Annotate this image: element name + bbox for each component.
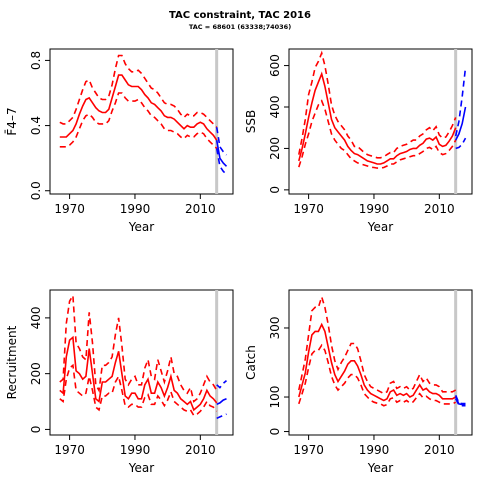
panel-4-x-axis-label: Year [367,461,393,475]
panel-2-x-tick-label: 1990 [359,202,390,216]
panel-3-projection-upper-line [216,379,228,389]
panel-2-y-tick-label: 200 [268,137,282,160]
panel-4-y-tick-label: 300 [268,317,282,340]
panel-1-historical-median-line [59,74,218,141]
panel-2-historical-lower-line [298,99,457,169]
panel-3-x-tick-label: 1990 [120,443,151,457]
panel-4-historical-median-line [298,322,457,402]
panel-4-y-tick-label: 0 [268,428,282,436]
panel-3-x-axis-label: Year [128,461,154,475]
panel-4-frame [288,289,473,436]
panel-3-frame [49,289,234,436]
panel-2-y-tick-label: 400 [268,96,282,119]
panel-3-x-tick-label: 1970 [54,443,85,457]
panel-1-historical-lower-line [59,92,218,149]
panel-1-y-tick-label: 0.4 [29,116,43,135]
panel-3-historical-lower-line [59,363,218,417]
panel-1-x-tick-label: 1990 [120,202,151,216]
panel-4-historical-upper-line [298,294,457,395]
panel-3-historical-median-line [59,335,218,412]
panel-4-x-tick-label: 1990 [359,443,390,457]
panel-2-y-tick-label: 600 [268,54,282,77]
panel-4-y-axis-label: Catch [244,345,258,380]
panel-2-historical-median-line [298,71,457,165]
panel-2-x-axis-label: Year [367,220,393,234]
panel-1-projection-lower-line [215,148,228,175]
panel-4-y-tick-label: 100 [268,386,282,409]
panel-3-y-tick-label: 200 [29,362,43,385]
panel-2-frame [288,48,473,195]
panel-1-projection-upper-line [215,127,228,156]
figure-subtitle: TAC = 68601 (63338;74036) [188,23,292,31]
panel-3-y-axis-label: Recruitment [5,325,19,399]
panel-1-frame [49,48,234,195]
panel-4-projection-median-line [454,396,466,406]
panel-1-y-axis-label: F̄4–7 [5,107,19,135]
panel-2-projection-upper-line [454,67,467,137]
panel-2-x-tick-label: 1970 [293,202,324,216]
panel-3-historical-upper-line [59,292,218,403]
panel-2-projection-median-line [454,106,467,141]
panel-2-historical-upper-line [298,50,457,159]
panel-3-y-tick-label: 0 [29,426,43,434]
panel-3-y-tick-label: 400 [29,306,43,329]
panel-3-projection-lower-line [216,413,227,420]
panel-1-historical-upper-line [59,54,218,128]
panel-2-x-tick-label: 2010 [424,202,455,216]
panel-1-x-tick-label: 2010 [185,202,216,216]
panel-1-y-tick-label: 0.8 [29,51,43,70]
panel-3-projection-median-line [216,398,227,406]
panel-3-x-tick-label: 2010 [185,443,216,457]
panel-4-x-tick-label: 1970 [293,443,324,457]
panel-2-y-tick-label: 0 [268,186,282,194]
panel-4-historical-lower-line [298,343,457,407]
panel-1-y-tick-label: 0.0 [29,181,43,200]
panel-4-x-tick-label: 2010 [424,443,455,457]
panel-1-projection-median-line [215,140,228,167]
panel-2-projection-lower-line [455,137,467,150]
panel-1-x-axis-label: Year [128,220,154,234]
panel-2-y-axis-label: SSB [244,110,258,133]
figure-title: TAC constraint, TAC 2016 [169,10,311,21]
panel-1-x-tick-label: 1970 [54,202,85,216]
